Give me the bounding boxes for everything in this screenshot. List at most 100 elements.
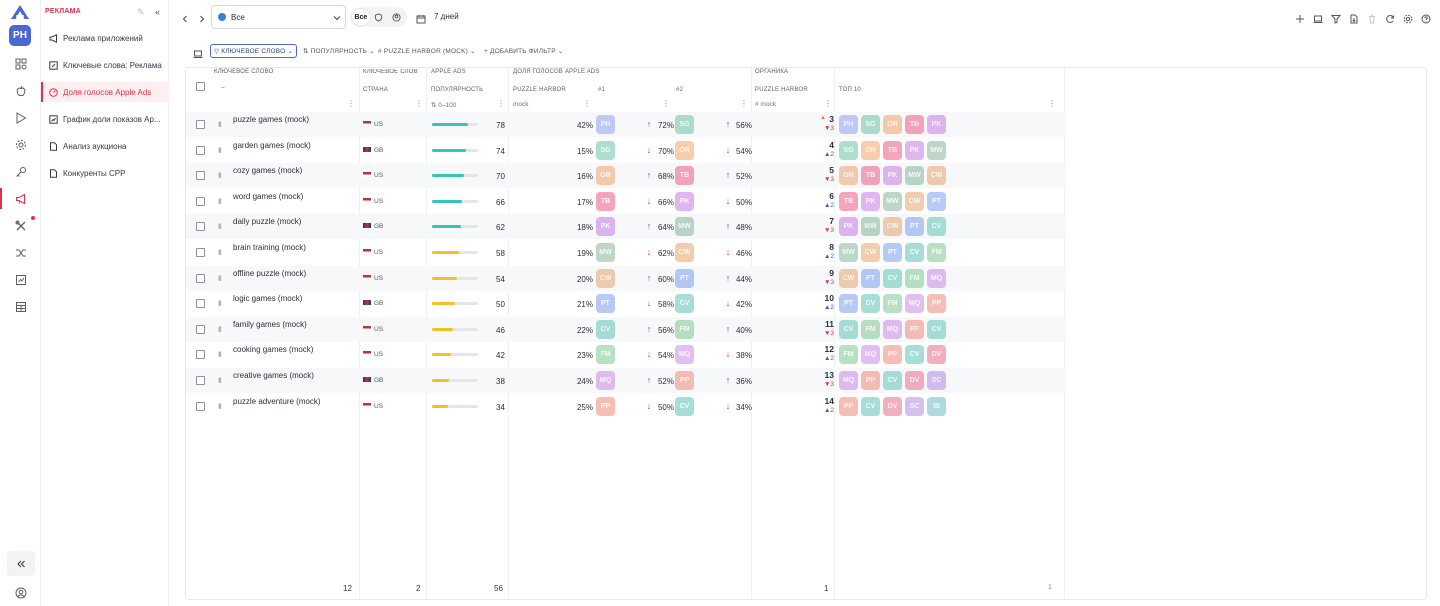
help-icon[interactable] — [1421, 11, 1431, 24]
keyword-cell[interactable]: logic games (mock) — [233, 294, 303, 304]
scope-select[interactable]: Все — [211, 5, 346, 29]
app-avatar[interactable]: SC — [905, 396, 924, 416]
app-avatar[interactable]: OR — [675, 140, 694, 160]
app-avatar[interactable]: DV — [883, 396, 902, 416]
column-menu-icon[interactable]: ⋮ — [1048, 99, 1056, 108]
sidebar-item[interactable]: График доли показов Ap... — [41, 109, 169, 129]
app-avatar[interactable]: PP — [905, 319, 924, 339]
sidebar-item[interactable]: Доля голосов Apple Ads — [41, 82, 169, 102]
settings-gear-icon[interactable] — [1403, 11, 1413, 24]
column-menu-icon[interactable]: ⋮ — [347, 99, 355, 108]
tools-icon[interactable] — [14, 219, 27, 232]
app-avatar[interactable]: FM — [905, 268, 924, 288]
app-avatar[interactable]: FM — [883, 294, 902, 314]
app-avatar[interactable]: PP — [675, 371, 694, 390]
filter-chip-keyword[interactable]: ▽ Ключевое слово ⌄ — [210, 44, 298, 58]
app-avatar[interactable]: CV — [596, 319, 615, 339]
column-menu-icon[interactable]: ⋮ — [415, 99, 423, 108]
app-avatar[interactable]: CV — [675, 396, 694, 416]
app-avatar[interactable]: CW — [927, 166, 946, 186]
app-avatar[interactable]: PT — [861, 268, 880, 288]
app-avatar[interactable]: MW — [905, 166, 924, 186]
keyword-cell[interactable]: garden games (mock) — [233, 140, 311, 150]
app-avatar[interactable]: MW — [883, 191, 902, 211]
report-icon[interactable] — [14, 273, 27, 286]
app-avatar[interactable]: TB — [675, 166, 694, 186]
header-top10[interactable]: Топ 10 — [839, 87, 861, 93]
table-row[interactable]: ▮ cozy games (mock) US 70 16% OR ↑ 68% TB ↑ 52% 5 ▼3… — [186, 163, 1066, 189]
app-avatar[interactable]: PK — [675, 191, 694, 211]
app-avatar[interactable]: SC — [927, 371, 946, 390]
app-avatar[interactable]: SG — [596, 140, 615, 160]
header-apple-ads[interactable]: Apple Ads — [431, 69, 466, 75]
app-avatar[interactable]: MW — [675, 217, 694, 237]
app-avatar[interactable]: PK — [927, 115, 946, 134]
app-avatar[interactable]: CW — [839, 268, 858, 288]
app-avatar[interactable]: TB — [905, 115, 924, 134]
header-keyword[interactable]: Ключевое слово — [214, 69, 274, 75]
app-avatar[interactable]: DV — [905, 371, 924, 390]
keyword-cell[interactable]: word games (mock) — [233, 191, 304, 201]
app-avatar[interactable]: CW — [596, 268, 615, 288]
refresh-icon[interactable] — [1385, 11, 1395, 23]
app-avatar[interactable]: FM — [675, 319, 694, 339]
app-avatar[interactable]: TB — [883, 140, 902, 160]
table-row[interactable]: ▮ cooking games (mock) US 42 23% FM ↓ 54% MQ ↓ 38%… — [186, 342, 1066, 367]
app-avatar[interactable]: PP — [883, 345, 902, 365]
pencil-icon[interactable]: ✎ — [137, 7, 145, 17]
row-checkbox[interactable] — [196, 222, 205, 232]
app-avatar[interactable]: PT — [675, 268, 694, 288]
account-avatar[interactable]: PH — [9, 25, 31, 46]
key-icon[interactable] — [14, 165, 27, 178]
keyword-cell[interactable]: daily puzzle (mock) — [233, 217, 302, 227]
table-row[interactable]: ▮ daily puzzle (mock) GB 62 18% PK ↑ 64% MW ↑ 48% 7… — [186, 214, 1066, 240]
keyword-cell[interactable]: brain training (mock) — [233, 243, 306, 252]
app-avatar[interactable]: PH — [839, 115, 858, 134]
column-menu-icon[interactable]: ⋮ — [497, 99, 505, 108]
sidebar-item[interactable]: Ключевые слова: Реклама — [41, 55, 169, 75]
app-avatar[interactable]: MW — [927, 140, 946, 160]
app-avatar[interactable]: PP — [839, 396, 858, 416]
row-checkbox[interactable] — [196, 350, 205, 360]
app-avatar[interactable]: IB — [927, 396, 946, 416]
column-menu-icon[interactable]: ⋮ — [662, 99, 670, 108]
app-avatar[interactable]: FM — [596, 345, 615, 365]
keyword-cell[interactable]: cooking games (mock) — [233, 345, 314, 355]
app-avatar[interactable]: DV — [927, 345, 946, 365]
app-avatar[interactable]: SG — [861, 115, 880, 134]
popularity-filter[interactable]: ⇅ 0–100 — [431, 101, 456, 109]
app-avatar[interactable]: TB — [596, 191, 615, 211]
collapse-panel-icon[interactable]: « — [155, 7, 161, 17]
add-filter-button[interactable]: + Добавить фильтр ⌄ — [484, 44, 563, 58]
filter-panel-icon[interactable] — [193, 46, 203, 58]
app-avatar[interactable]: TB — [839, 191, 858, 211]
header-puzzle-harbor[interactable]: Puzzle Harbor — [513, 87, 566, 93]
keyword-cell[interactable]: cozy games (mock) — [233, 166, 303, 176]
organic-filter[interactable]: # mock — [755, 101, 776, 108]
app-avatar[interactable]: PT — [596, 294, 615, 314]
app-avatar[interactable]: CW — [675, 243, 694, 262]
sidebar-item[interactable]: Реклама приложений — [41, 28, 169, 48]
header-rank1[interactable]: #1 — [598, 87, 606, 93]
collapse-sidebar-button[interactable] — [7, 551, 35, 576]
shuffle-icon[interactable] — [14, 246, 27, 259]
dashboard-icon[interactable] — [14, 57, 27, 70]
app-avatar[interactable]: CV — [861, 294, 880, 314]
user-profile-icon[interactable] — [14, 586, 27, 599]
table-row[interactable]: ▮ logic games (mock) GB 50 21% PT ↓ 58% CV ↓ 42% 10… — [186, 291, 1066, 316]
app-avatar[interactable]: OR — [883, 115, 902, 134]
table-row[interactable]: ▮ word games (mock) US 66 17% TB ↓ 66% PK ↓ 50% 6 ▲2… — [186, 189, 1066, 214]
keyword-cell[interactable]: puzzle adventure (mock) — [233, 396, 321, 406]
app-avatar[interactable]: CW — [883, 217, 902, 237]
play-icon[interactable] — [14, 111, 27, 124]
app-avatar[interactable]: MW — [596, 243, 615, 262]
table-row[interactable]: ▮ puzzle games (mock) US 78 42% PH ↑ 72% SG ↑ 56% ▲… — [186, 112, 1066, 137]
megaphone-icon[interactable] — [0, 188, 27, 209]
app-avatar[interactable]: CV — [927, 319, 946, 339]
column-menu-icon[interactable]: ⋮ — [824, 99, 832, 108]
app-avatar[interactable]: OR — [861, 140, 880, 160]
table-row[interactable]: ▮ puzzle adventure (mock) US 34 25% PP ↓ 50% CV ↓… — [186, 394, 1066, 419]
app-avatar[interactable]: CV — [905, 345, 924, 365]
header-rank2[interactable]: #2 — [676, 87, 684, 93]
app-avatar[interactable]: MW — [861, 217, 880, 237]
